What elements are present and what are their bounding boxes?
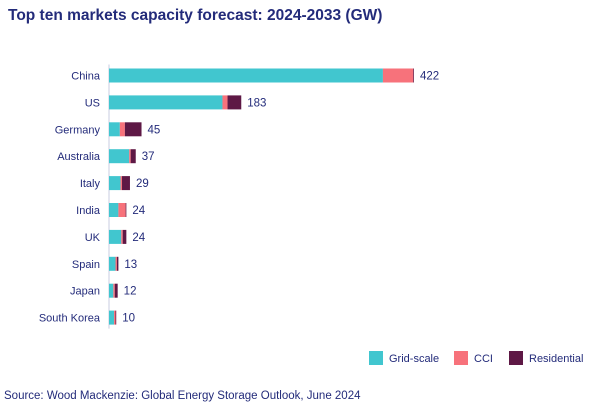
legend: Grid-scale CCI Residential — [369, 351, 583, 365]
bar-south-korea-residential — [115, 310, 117, 325]
bar-japan-grid-scale — [109, 283, 114, 298]
bar-india-grid-scale — [109, 203, 119, 217]
legend-item-residential: Residential — [509, 351, 583, 365]
total-label-germany: 45 — [148, 124, 161, 136]
category-label-us: US — [85, 97, 100, 109]
bar-india-cci — [118, 203, 126, 217]
bar-china-grid-scale — [109, 68, 383, 83]
category-label-germany: Germany — [55, 124, 101, 136]
legend-label-cci: CCI — [474, 353, 493, 365]
labels-layer: China 422 US 183 Germany 45 Australia 37 Italy 29… — [39, 71, 439, 325]
total-label-spain: 13 — [124, 259, 137, 271]
bar-india-residential — [125, 203, 127, 217]
total-label-japan: 12 — [124, 286, 137, 298]
total-label-india: 24 — [132, 205, 145, 217]
total-label-australia: 37 — [142, 151, 155, 163]
bar-japan-residential — [114, 283, 118, 298]
category-label-italy: Italy — [80, 178, 101, 190]
bar-china-residential — [413, 68, 414, 83]
bar-uk-cci — [121, 229, 123, 244]
bar-spain-cci — [115, 256, 117, 271]
bar-spain-grid-scale — [109, 256, 116, 271]
total-label-us: 183 — [247, 97, 266, 109]
bar-germany-grid-scale — [109, 122, 120, 137]
bar-us-grid-scale — [109, 95, 223, 110]
bar-italy-cci — [120, 176, 123, 191]
bar-spain-residential — [116, 256, 119, 271]
total-label-italy: 29 — [136, 178, 149, 190]
category-label-japan: Japan — [70, 286, 100, 298]
legend-swatch-cci — [454, 351, 468, 365]
legend-label-grid-scale: Grid-scale — [389, 353, 439, 365]
bar-uk-residential — [122, 229, 127, 244]
bar-south-korea-grid-scale — [109, 310, 115, 325]
bar-germany-residential — [124, 122, 142, 137]
chart-title: Top ten markets capacity forecast: 2024-… — [8, 7, 383, 24]
category-label-india: India — [76, 205, 101, 217]
bar-us-cci — [222, 95, 228, 110]
category-label-china: China — [71, 71, 101, 83]
bar-italy-residential — [122, 176, 130, 191]
bar-china-cci — [382, 68, 414, 83]
total-label-uk: 24 — [132, 232, 145, 244]
bar-italy-grid-scale — [109, 176, 121, 191]
bar-uk-grid-scale — [109, 229, 122, 244]
bar-japan-cci — [113, 283, 115, 298]
bar-germany-cci — [119, 122, 125, 137]
legend-label-residential: Residential — [529, 353, 583, 365]
category-label-australia: Australia — [57, 151, 101, 163]
bars-layer — [109, 68, 414, 325]
legend-swatch-grid-scale — [369, 351, 383, 365]
category-label-spain: Spain — [72, 259, 100, 271]
bar-australia-grid-scale — [109, 149, 130, 164]
bar-australia-cci — [129, 149, 131, 164]
bar-south-korea-cci — [114, 310, 116, 325]
source-note: Source: Wood Mackenzie: Global Energy St… — [4, 390, 361, 402]
category-label-south-korea: South Korea — [39, 313, 101, 325]
total-label-china: 422 — [420, 71, 439, 83]
bar-australia-residential — [130, 149, 136, 164]
legend-item-cci: CCI — [454, 351, 493, 365]
legend-swatch-residential — [509, 351, 523, 365]
total-label-south-korea: 10 — [122, 313, 135, 325]
category-label-uk: UK — [85, 232, 101, 244]
bar-us-residential — [227, 95, 242, 110]
legend-item-grid-scale: Grid-scale — [369, 351, 439, 365]
